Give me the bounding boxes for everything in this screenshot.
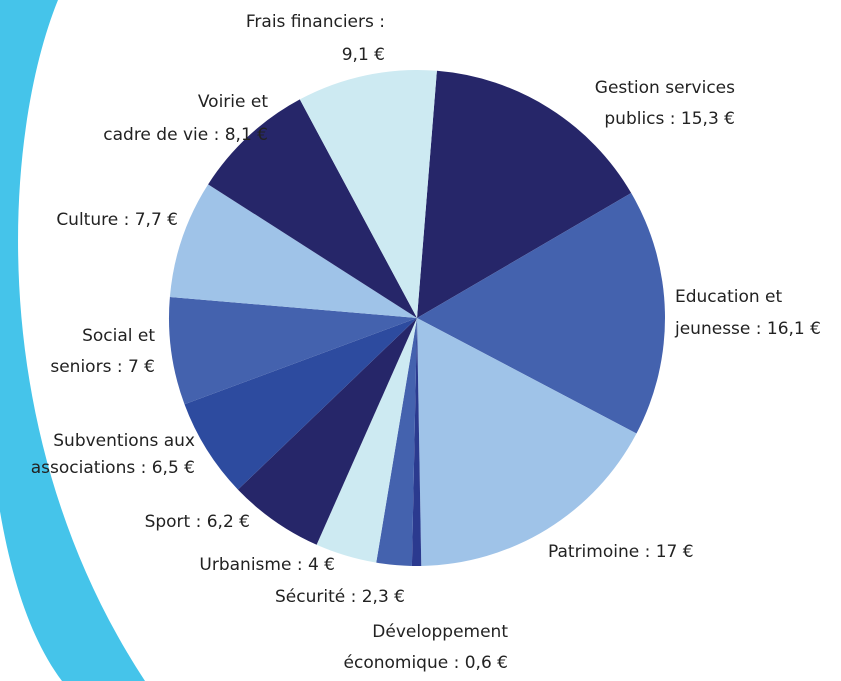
pie-slice (376, 318, 417, 566)
slice-label: associations : 6,5 € (31, 458, 195, 478)
slice-label: Education et (675, 287, 782, 307)
pie-slice (184, 318, 417, 490)
slice-label: publics : 15,3 € (604, 109, 735, 129)
pie-slice (237, 318, 417, 545)
slice-label: 9,1 € (342, 45, 385, 65)
slice-label: jeunesse : 16,1 € (674, 319, 821, 339)
slice-label: Voirie et (198, 92, 268, 112)
pie-slice (411, 318, 422, 566)
slice-label: Social et (82, 326, 155, 346)
pie-slice (417, 70, 632, 319)
pie-slice (417, 193, 666, 434)
slice-label: Urbanisme : 4 € (199, 555, 335, 575)
slice-label: économique : 0,6 € (344, 653, 508, 673)
decorative-band (0, 0, 145, 681)
slice-label: Frais financiers : (246, 12, 385, 32)
pie-slice (208, 99, 417, 319)
slice-label: Développement (372, 622, 508, 642)
pie-slice (168, 296, 417, 405)
slice-label: Patrimoine : 17 € (548, 542, 694, 562)
pie-slice (316, 318, 417, 563)
slice-label: Culture : 7,7 € (56, 210, 178, 230)
slice-label: Sécurité : 2,3 € (275, 587, 405, 607)
slice-label: cadre de vie : 8,1 € (103, 125, 268, 145)
slice-label: seniors : 7 € (50, 357, 155, 377)
pie-slice (169, 184, 417, 318)
slice-label: Gestion services (595, 78, 735, 98)
pie-slice (417, 318, 637, 566)
slice-label: Subventions aux (53, 431, 195, 451)
slice-label: Sport : 6,2 € (145, 512, 250, 532)
pie-slice (299, 69, 437, 318)
